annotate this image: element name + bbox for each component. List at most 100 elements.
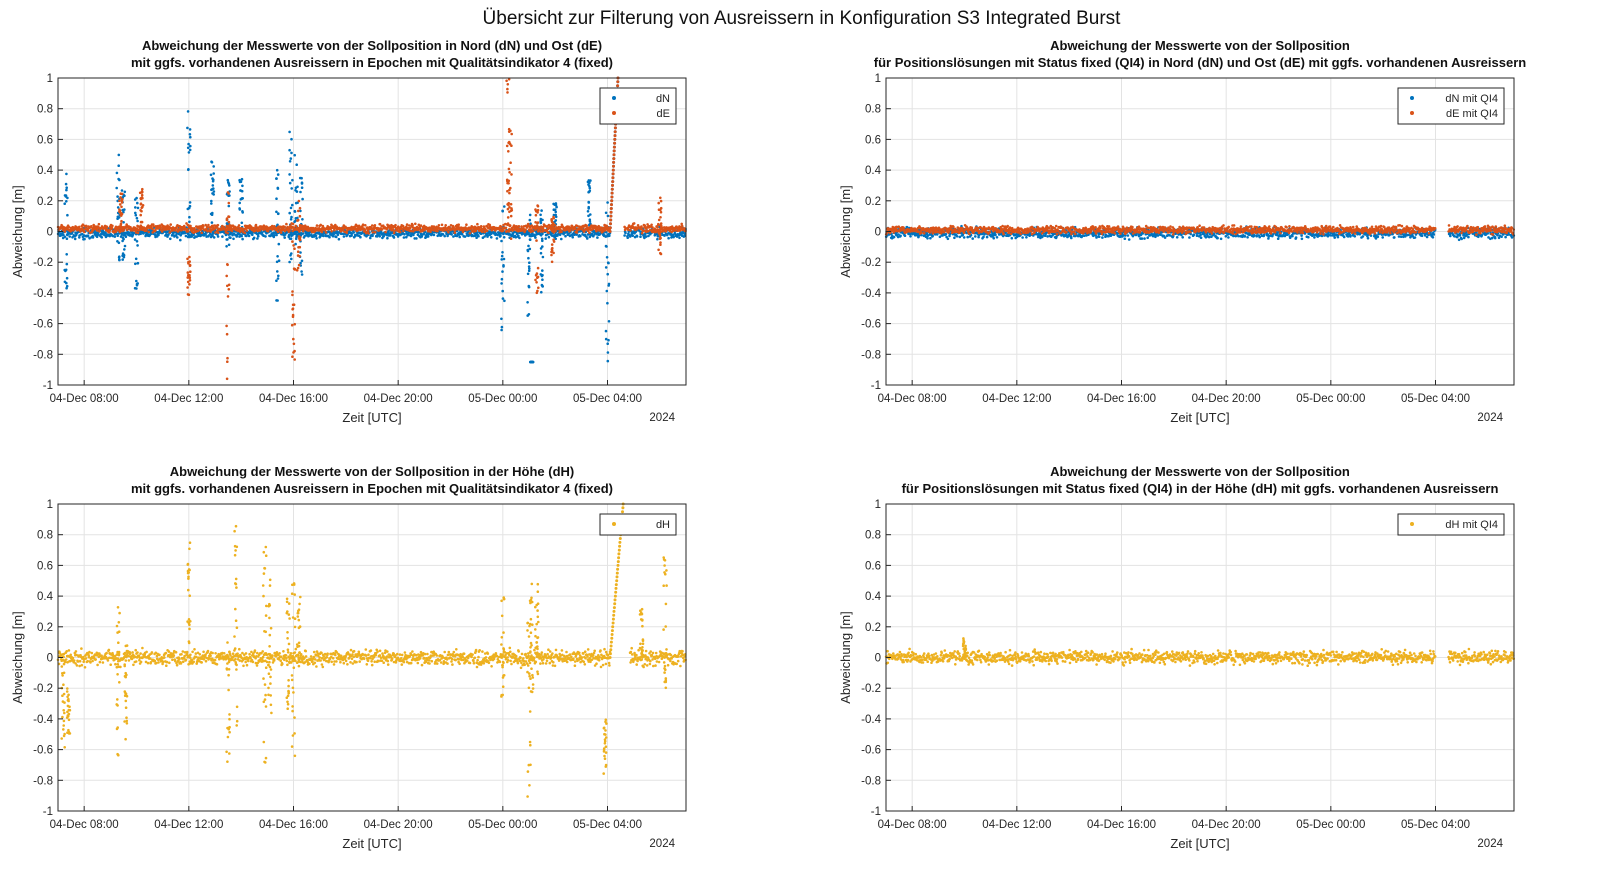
- data-point: [116, 217, 119, 220]
- data-point: [624, 231, 627, 235]
- data-point: [440, 223, 444, 227]
- data-point: [418, 227, 421, 231]
- data-point: [294, 230, 298, 234]
- data-point: [63, 202, 66, 205]
- data-point: [528, 238, 532, 241]
- data-point: [197, 234, 200, 238]
- data-point: [526, 301, 529, 304]
- data-point: [508, 142, 512, 146]
- data-point: [503, 205, 506, 208]
- data-point: [506, 222, 510, 225]
- data-point: [277, 242, 281, 246]
- data-point: [554, 229, 557, 233]
- data-point: [286, 225, 290, 229]
- data-point: [1055, 235, 1058, 239]
- data-point: [118, 203, 122, 206]
- data-point: [276, 255, 279, 258]
- data-point: [953, 236, 956, 240]
- data-point: [606, 201, 609, 204]
- data-point: [540, 209, 543, 212]
- data-point: [540, 283, 544, 287]
- data-point: [139, 220, 143, 224]
- data-point: [1460, 237, 1463, 241]
- data-point: [121, 258, 124, 261]
- data-point: [117, 153, 121, 157]
- data-point: [288, 173, 291, 176]
- data-point: [659, 243, 662, 246]
- y-tick-label: -0.8: [33, 349, 53, 361]
- data-point: [892, 231, 895, 234]
- data-point: [189, 224, 192, 228]
- data-point: [120, 219, 123, 223]
- data-point: [609, 207, 613, 210]
- data-point: [273, 225, 276, 228]
- x-tick-label: 04-Dec 16:00: [259, 393, 328, 405]
- data-point: [345, 231, 349, 234]
- data-point: [136, 231, 140, 235]
- data-point: [1342, 235, 1346, 239]
- data-point: [293, 268, 297, 271]
- data-point: [1353, 235, 1357, 238]
- data-point: [554, 213, 557, 217]
- data-point: [123, 190, 127, 194]
- data-point: [228, 184, 231, 187]
- data-point: [658, 232, 662, 236]
- data-point: [212, 236, 216, 239]
- data-point: [116, 195, 119, 198]
- data-point: [169, 223, 172, 226]
- data-point: [322, 234, 325, 238]
- data-point: [608, 226, 612, 230]
- data-point: [370, 224, 374, 227]
- data-point: [499, 234, 502, 238]
- data-point: [212, 178, 215, 182]
- data-point: [517, 225, 521, 228]
- data-point: [501, 209, 504, 213]
- data-point: [186, 276, 189, 279]
- data-point: [589, 213, 592, 216]
- data-point: [529, 222, 532, 225]
- data-point: [189, 144, 192, 148]
- data-point: [275, 168, 279, 172]
- data-point: [613, 134, 617, 138]
- data-point: [507, 77, 511, 81]
- data-point: [292, 351, 295, 354]
- data-point: [211, 184, 215, 187]
- data-point: [623, 234, 626, 237]
- data-point: [534, 278, 537, 282]
- data-point: [626, 236, 629, 239]
- data-point: [186, 257, 189, 261]
- data-point: [479, 225, 483, 228]
- data-point: [294, 201, 298, 205]
- data-point: [135, 284, 139, 287]
- data-point: [534, 213, 538, 217]
- data-point: [632, 222, 636, 225]
- data-point: [938, 235, 942, 239]
- data-point: [225, 245, 228, 248]
- data-point: [256, 237, 259, 240]
- data-point: [436, 229, 439, 233]
- series-de: [56, 76, 687, 381]
- data-point: [897, 233, 900, 236]
- data-point: [115, 171, 119, 175]
- data-point: [123, 208, 126, 211]
- data-point: [539, 230, 543, 233]
- data-point: [667, 236, 670, 240]
- data-point: [166, 224, 169, 227]
- data-point: [1083, 234, 1086, 237]
- data-point: [120, 189, 124, 192]
- data-point: [579, 234, 582, 238]
- data-point: [504, 226, 508, 230]
- data-point: [629, 229, 632, 232]
- data-point: [658, 237, 662, 241]
- data-point: [443, 234, 447, 238]
- legend-label: dN: [656, 93, 670, 105]
- data-point: [1123, 237, 1127, 240]
- data-point: [550, 218, 553, 221]
- data-point: [541, 278, 544, 281]
- data-point: [297, 235, 301, 238]
- data-point: [514, 236, 518, 239]
- data-point: [188, 263, 192, 267]
- data-point: [958, 235, 962, 239]
- data-point: [437, 224, 441, 227]
- data-point: [892, 235, 896, 239]
